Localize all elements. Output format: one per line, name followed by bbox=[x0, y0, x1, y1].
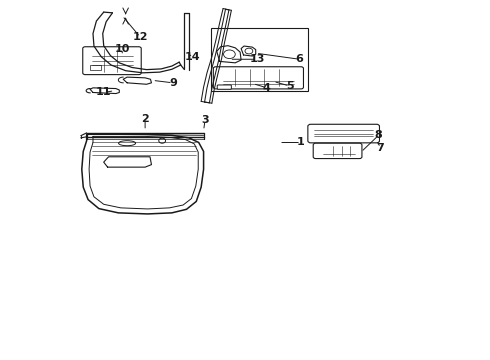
Text: 3: 3 bbox=[201, 115, 209, 125]
Text: 2: 2 bbox=[141, 113, 149, 123]
Bar bbox=[211, 28, 308, 91]
FancyBboxPatch shape bbox=[313, 143, 362, 158]
Text: 5: 5 bbox=[286, 81, 294, 91]
FancyBboxPatch shape bbox=[217, 85, 231, 89]
Text: 12: 12 bbox=[132, 32, 148, 42]
Text: 9: 9 bbox=[169, 78, 177, 88]
FancyBboxPatch shape bbox=[213, 67, 303, 89]
Text: 4: 4 bbox=[263, 83, 271, 93]
FancyBboxPatch shape bbox=[308, 124, 379, 143]
FancyBboxPatch shape bbox=[83, 47, 141, 75]
Text: 14: 14 bbox=[185, 53, 201, 63]
Bar bbox=[90, 64, 101, 70]
Text: 11: 11 bbox=[96, 87, 111, 98]
Text: 10: 10 bbox=[115, 44, 130, 54]
Text: 6: 6 bbox=[295, 54, 303, 64]
Text: 7: 7 bbox=[377, 143, 384, 153]
Text: 13: 13 bbox=[249, 54, 265, 64]
Text: 8: 8 bbox=[375, 130, 382, 140]
Text: 1: 1 bbox=[297, 138, 305, 148]
